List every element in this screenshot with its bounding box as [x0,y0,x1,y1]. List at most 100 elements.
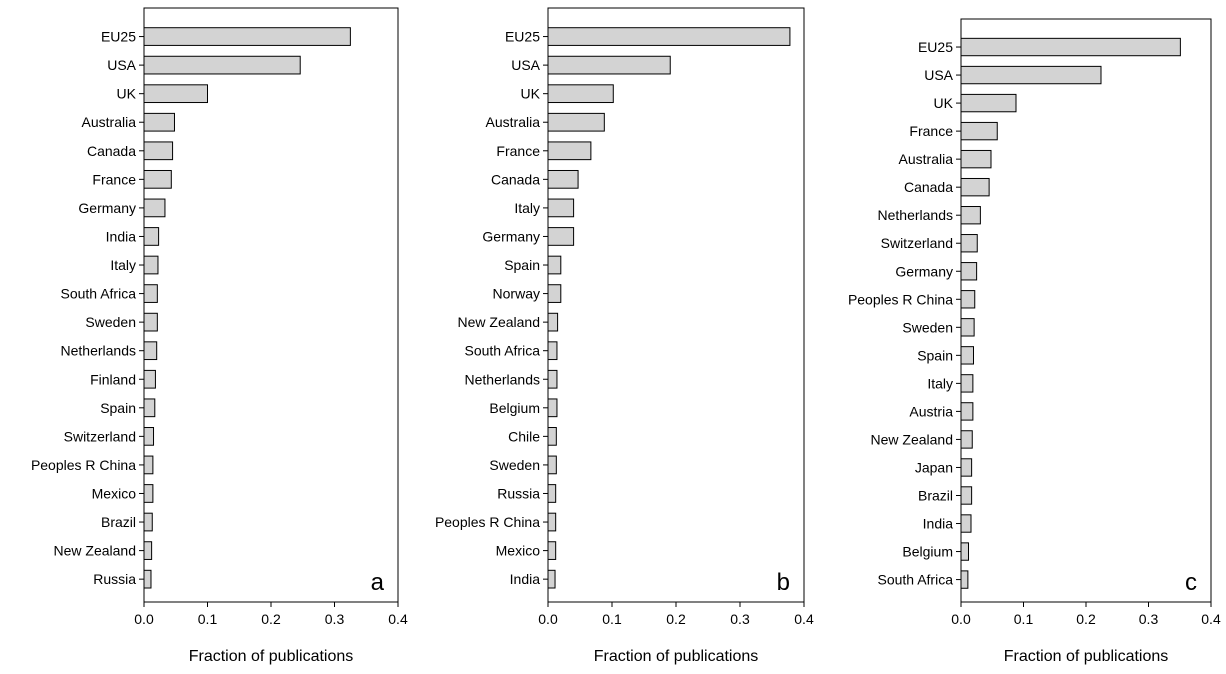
y-tick-label: Belgium [489,400,540,416]
bar-peoples-r-china [143,455,154,475]
bar-switzerland [143,427,155,446]
bar-canada [547,169,579,189]
bar-india [143,227,160,246]
panel-label: b [777,569,790,596]
bar-new-zealand [960,430,973,449]
bar-india [960,514,972,533]
bar-germany [960,262,978,281]
bar-uk [960,93,1017,113]
y-tick-label: Sweden [902,319,953,335]
bar-mexico [547,541,557,560]
bar-netherlands [547,369,558,389]
y-tick-label: EU25 [918,39,953,55]
y-tick-label: France [496,143,540,159]
bar-italy [960,374,974,393]
bar-mexico [143,484,154,503]
y-tick-label: Japan [915,459,953,475]
y-tick-label: India [923,516,954,532]
y-tick-label: New Zealand [458,314,541,330]
bar-germany [547,227,575,246]
y-tick-label: Peoples R China [435,514,540,530]
bar-eu25 [960,37,1181,57]
y-tick-label: Germany [78,200,136,216]
y-tick-label: South Africa [878,572,954,588]
y-tick-label: India [510,571,541,587]
x-tick-label: 0.3 [325,611,345,627]
bar-eu25 [547,27,791,46]
bar-new-zealand [143,541,153,560]
bar-sweden [143,312,158,332]
bar-russia [143,569,152,589]
chart-panel-b: EU25 USA UK Australia France Canada Italy Germa… [435,7,814,665]
bar-canada [143,141,174,161]
y-tick-label: USA [924,67,953,83]
x-tick-label: 0.1 [602,611,622,627]
y-tick-label: Spain [100,400,136,416]
bar-uk [547,84,614,104]
y-tick-label: Austria [909,403,953,419]
y-tick-label: Norway [493,286,540,302]
y-tick-label: Sweden [489,457,540,473]
bar-france [143,169,172,189]
bar-netherlands [143,341,158,361]
y-tick-label: Switzerland [64,428,136,444]
bar-brazil [960,486,973,505]
bar-sweden [547,455,557,475]
bar-south-africa [143,284,158,303]
y-tick-label: Spain [917,347,953,363]
bar-norway [547,284,562,303]
y-tick-label: Canada [87,143,136,159]
y-tick-label: Italy [927,375,953,391]
x-tick-label: 0.2 [666,611,686,627]
bar-belgium [960,542,969,561]
x-tick-label: 0.4 [794,611,814,627]
x-axis-title: Fraction of publications [1004,648,1169,665]
x-tick-label: 0.2 [261,611,281,627]
y-tick-label: Italy [110,257,136,273]
bar-new-zealand [547,312,559,332]
x-axis-title: Fraction of publications [189,648,354,665]
bar-usa [960,65,1102,85]
bar-sweden [960,318,975,337]
y-tick-label: Germany [482,228,540,244]
bar-south-africa [960,570,969,589]
y-tick-label: USA [511,57,540,73]
bar-austria [960,402,974,421]
bar-canada [960,177,990,197]
y-tick-label: South Africa [61,286,137,302]
y-tick-label: Chile [508,428,540,444]
y-tick-label: France [92,171,136,187]
x-tick-label: 0.0 [951,611,971,627]
bar-france [960,121,998,141]
y-tick-label: New Zealand [54,543,137,559]
y-tick-label: Mexico [496,543,541,559]
bar-south-africa [547,341,558,361]
bar-france [547,141,592,161]
y-tick-label: South Africa [465,343,541,359]
bar-finland [143,369,156,389]
y-tick-label: Canada [904,179,953,195]
bar-peoples-r-china [547,512,557,532]
bar-spain [960,346,974,365]
bar-uk [143,84,208,104]
chart-panel-c: EU25 USA UK France Australia Canada Netherland… [848,18,1221,665]
bar-chile [547,427,557,446]
y-tick-label: Netherlands [465,371,541,387]
bar-australia [960,149,992,169]
bar-eu25 [143,27,351,46]
y-tick-label: New Zealand [871,431,954,447]
y-tick-label: Peoples R China [848,291,953,307]
y-tick-label: Sweden [85,314,136,330]
y-tick-label: Germany [895,263,953,279]
bar-india [547,569,556,589]
y-tick-label: EU25 [505,29,540,45]
y-tick-label: Canada [491,171,540,187]
bar-australia [143,112,175,132]
bar-australia [547,112,605,132]
x-tick-label: 0.2 [1076,611,1096,627]
y-tick-label: Finland [90,371,136,387]
y-tick-label: Russia [93,571,136,587]
y-tick-label: Netherlands [878,207,954,223]
x-tick-label: 0.1 [1014,611,1034,627]
